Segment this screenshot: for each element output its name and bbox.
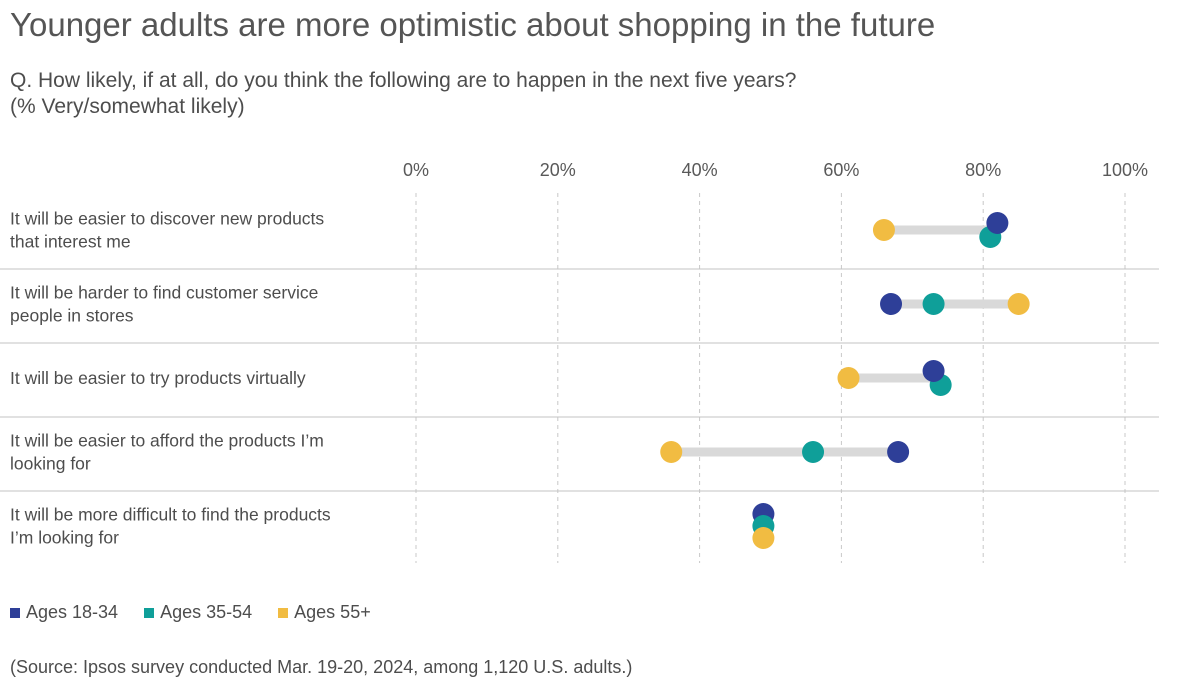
legend-item-ages-18-34: Ages 18-34: [10, 602, 118, 623]
legend-label-ages-18-34: Ages 18-34: [26, 602, 119, 622]
x-tick-label: 20%: [540, 160, 576, 180]
x-tick-label: 40%: [682, 160, 718, 180]
category-label: It will be more difficult to find the pr…: [10, 505, 331, 548]
data-point-ages-18-34: [880, 293, 903, 315]
legend: Ages 18-34 Ages 35-54 Ages 55+: [10, 602, 397, 623]
legend-swatch-ages-18-34: [10, 607, 20, 618]
data-point-ages-35-54: [802, 441, 825, 463]
category-label-line: that interest me: [10, 232, 131, 252]
subtitle-line-measure: (% Very/somewhat likely): [10, 95, 245, 118]
category-label-line: It will be easier to try products virtua…: [10, 368, 306, 388]
category-label: It will be harder to find customer servi…: [10, 283, 318, 326]
category-label-line: looking for: [10, 454, 91, 474]
chart-subtitle: Q. How likely, if at all, do you think t…: [10, 68, 1010, 120]
legend-swatch-ages-55-plus: [278, 607, 289, 618]
legend-swatch-ages-35-54: [144, 607, 155, 618]
data-point-ages-55: [872, 219, 895, 241]
category-label: It will be easier to afford the products…: [10, 431, 324, 474]
legend-label-ages-55-plus: Ages 55+: [294, 602, 371, 622]
category-label-line: It will be easier to afford the products…: [10, 431, 324, 451]
category-label-line: It will be more difficult to find the pr…: [10, 505, 331, 525]
chart-title: Younger adults are more optimistic about…: [10, 6, 936, 43]
category-label-line: It will be easier to discover new produc…: [10, 209, 324, 229]
data-point-ages-55: [660, 441, 683, 463]
data-point-ages-18-34: [922, 360, 945, 382]
x-tick-label: 80%: [965, 160, 1001, 180]
data-point-ages-35-54: [922, 293, 945, 315]
data-point-ages-18-34: [986, 212, 1009, 234]
dot-plot-chart: 0% 20% 40% 60% 80% 100% It will be easier to d…: [0, 160, 1159, 563]
category-label-line: It will be harder to find customer servi…: [10, 283, 318, 303]
legend-item-ages-35-54: Ages 35-54: [144, 602, 252, 623]
legend-label-ages-35-54: Ages 35-54: [160, 602, 253, 622]
category-label: It will be easier to discover new produc…: [10, 209, 324, 252]
x-tick-label: 60%: [823, 160, 859, 180]
source-note: (Source: Ipsos survey conducted Mar. 19-…: [10, 657, 633, 677]
legend-item-ages-55-plus: Ages 55+: [278, 602, 371, 623]
x-tick-label: 100%: [1102, 160, 1148, 180]
category-label: It will be easier to try products virtua…: [10, 368, 306, 388]
category-label-line: people in stores: [10, 306, 134, 326]
data-point-ages-55: [837, 367, 860, 389]
data-point-ages-55: [1007, 293, 1030, 315]
category-label-line: I’m looking for: [10, 528, 119, 548]
data-point-ages-55: [752, 527, 775, 549]
data-point-ages-18-34: [887, 441, 910, 463]
subtitle-line-question: Q. How likely, if at all, do you think t…: [10, 69, 797, 92]
x-tick-label: 0%: [403, 160, 429, 180]
